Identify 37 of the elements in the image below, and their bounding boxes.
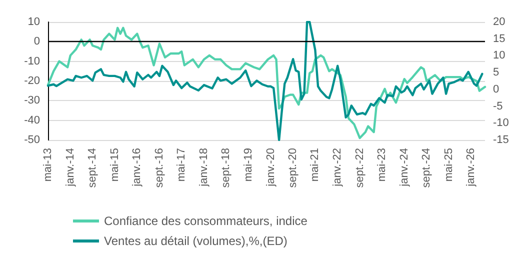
- y2-tick-label: -10: [493, 117, 509, 130]
- y2-tick-label: 5: [493, 66, 500, 79]
- x-tick-label: janv.-26: [465, 148, 478, 188]
- x-tick-label: mai-13: [42, 148, 54, 182]
- x-tick-label: sept.-18: [220, 148, 232, 188]
- x-tick-label: janv.-22: [332, 148, 344, 188]
- x-tick-label: mai-17: [176, 148, 188, 182]
- x-tick-label: mai-19: [242, 148, 254, 182]
- y2-tick-label: 10: [493, 50, 506, 62]
- x-tick-label: mai-23: [376, 148, 388, 182]
- y-tick-label: -40: [24, 114, 40, 126]
- y2-tick-label: -5: [493, 100, 503, 112]
- x-tick-label: janv.-14: [64, 148, 76, 188]
- x-tick-label: janv.-20: [264, 148, 277, 188]
- x-tick-label: mai-25: [442, 148, 455, 182]
- y-tick-label: -30: [24, 94, 40, 107]
- y-tick-label: 10: [28, 16, 40, 28]
- x-tick-label: janv.-16: [131, 148, 144, 188]
- x-tick-label: sept.-16: [153, 148, 166, 188]
- legend-label: Ventes au détail (volumes),%,(ED): [104, 234, 288, 248]
- y2-tick-label: 0: [493, 83, 500, 96]
- x-tick-label: sept.-22: [354, 148, 366, 188]
- y-tick-label: -50: [24, 134, 40, 146]
- x-tick-label: mai-15: [108, 148, 121, 182]
- y2-tick-label: -15: [493, 134, 509, 146]
- y2-tick-label: 20: [493, 16, 506, 28]
- y2-tick-label: 15: [493, 32, 506, 45]
- x-tick-label: mai-21: [309, 148, 322, 182]
- x-tick-label: sept.-14: [86, 148, 99, 188]
- x-tick-label: janv.-18: [198, 148, 210, 188]
- legend-label: Confiance des consommateurs, indice: [104, 214, 308, 228]
- x-tick-label: sept.-24: [420, 148, 433, 188]
- y-tick-label: 0: [34, 36, 40, 48]
- x-tick-label: sept.-20: [287, 148, 300, 188]
- x-tick-label: janv.-24: [398, 148, 410, 188]
- y-tick-label: -10: [24, 55, 40, 68]
- y-tick-label: -20: [24, 75, 40, 87]
